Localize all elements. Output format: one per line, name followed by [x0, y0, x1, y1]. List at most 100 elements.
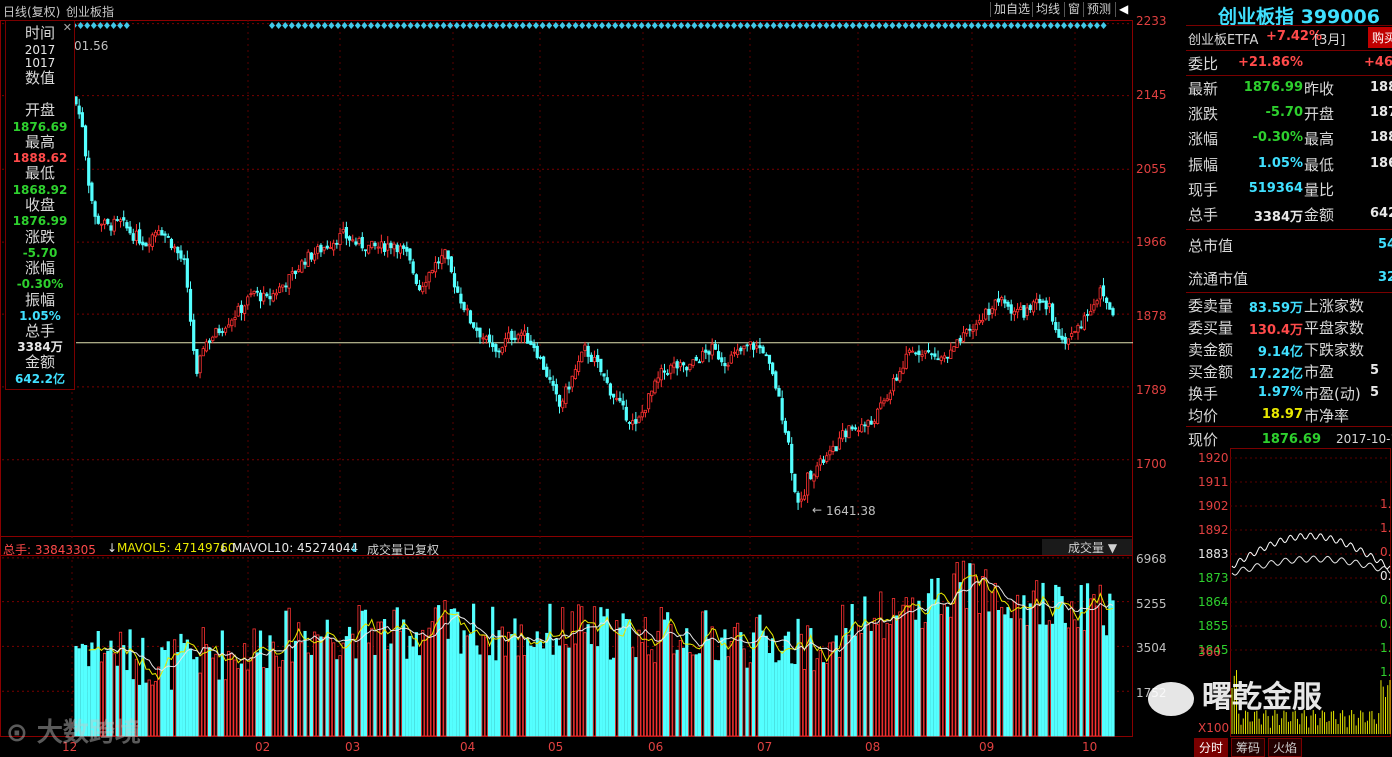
candle-body — [252, 290, 256, 294]
quote-label: 振幅 — [1188, 155, 1219, 174]
ma-button[interactable]: 均线 — [1032, 2, 1063, 17]
add-watchlist-button[interactable]: 加自选 — [990, 2, 1033, 17]
candle-body — [799, 498, 803, 502]
volume-bar — [1050, 623, 1055, 737]
volume-bar — [106, 650, 110, 737]
volume-bar — [430, 621, 434, 737]
vol-note: 成交量已复权 — [367, 543, 440, 557]
tab-chips[interactable]: 筹码 — [1231, 738, 1266, 757]
candle-body — [545, 366, 549, 377]
event-marker — [651, 22, 658, 29]
candle-body — [357, 238, 361, 245]
candle-body — [182, 258, 186, 261]
candle-body — [293, 270, 298, 275]
candle-body — [1054, 322, 1058, 331]
mavol-line — [88, 574, 1114, 681]
window-button[interactable]: 窗 — [1064, 2, 1083, 17]
candle-body — [150, 234, 154, 247]
close-label: 收盘 — [24, 196, 55, 214]
candle-body — [1076, 325, 1080, 333]
intraday-mini-chart[interactable] — [1186, 448, 1392, 738]
volume-bar — [608, 659, 613, 737]
candle-body — [1089, 310, 1093, 316]
indicator-dropdown[interactable]: 成交量 ▼ — [1042, 539, 1132, 555]
volume-bar — [592, 606, 597, 737]
volume-bar — [99, 661, 104, 737]
candle-body — [809, 470, 813, 480]
volume-bar — [567, 647, 571, 737]
volume-bar — [949, 616, 953, 737]
buy-button[interactable]: 购买 — [1368, 27, 1392, 48]
volume-bar — [157, 666, 161, 737]
volume-bar — [586, 624, 590, 737]
quote-value: 186 — [1370, 155, 1392, 171]
candle-body — [672, 362, 676, 368]
candle-body — [1085, 314, 1090, 316]
event-marker — [599, 22, 605, 29]
volume-bar — [115, 665, 119, 737]
volume-bar — [688, 652, 692, 737]
volume-bar — [335, 659, 339, 737]
quote-value: 188 — [1370, 80, 1392, 95]
tab-intraday[interactable]: 分时 — [1194, 738, 1229, 757]
candle-body — [888, 392, 892, 401]
mini-pct-tick: 0.0 — [1380, 569, 1392, 583]
candle-body — [1105, 297, 1109, 304]
candle-body — [716, 351, 721, 360]
candle-body — [141, 241, 145, 246]
quote-label: 均价 — [1188, 407, 1219, 425]
candle-body — [497, 350, 501, 353]
volume-bar — [351, 633, 355, 737]
candle-body — [720, 357, 724, 363]
period-label[interactable]: 日线(复权) — [3, 5, 61, 19]
volume-bar — [344, 636, 348, 737]
candle-body — [955, 339, 959, 348]
event-marker — [830, 22, 836, 29]
event-marker — [513, 22, 520, 29]
candle-body — [771, 362, 775, 375]
candle-body — [837, 437, 842, 450]
volume-bar — [487, 655, 492, 737]
volume-bar — [198, 672, 202, 737]
time-year: 2017 — [24, 43, 56, 57]
volume-bar — [640, 642, 644, 737]
candle-body — [583, 344, 587, 351]
quote-label: 总手 — [1188, 206, 1219, 224]
mini-pct-tick: 1. — [1380, 641, 1392, 655]
candle-body — [516, 334, 520, 340]
event-marker — [731, 22, 737, 29]
volume-bar — [856, 625, 861, 737]
candle-body — [277, 286, 282, 293]
event-marker — [876, 22, 883, 29]
volume-bar — [166, 641, 170, 737]
volume-bar — [398, 630, 403, 737]
volume-bar — [869, 630, 873, 737]
tab-flame[interactable]: 火焰 — [1268, 738, 1303, 757]
candle-body — [430, 269, 434, 274]
volume-bar — [564, 644, 568, 737]
volume-bar — [373, 654, 377, 737]
candle-body — [456, 286, 460, 293]
close-icon[interactable]: ✕ — [62, 21, 72, 34]
candle-body — [872, 421, 877, 424]
event-marker — [500, 22, 506, 29]
candle-body — [844, 430, 848, 438]
kline-chart[interactable] — [0, 0, 1186, 757]
price-value: 1876.69 — [1261, 432, 1321, 447]
mini-y-tick: 1864 — [1198, 595, 1229, 609]
candle-body — [230, 319, 234, 327]
volume-bar — [265, 668, 269, 737]
y-tick: 2055 — [1136, 162, 1167, 176]
candle-body — [1015, 308, 1020, 313]
volume-bar — [545, 632, 549, 737]
candle-body — [1108, 302, 1112, 310]
volume-bar — [465, 635, 469, 737]
volume-bar — [1098, 584, 1102, 737]
volume-bar — [1101, 625, 1106, 737]
collapse-arrow-icon[interactable]: ◀ — [1115, 2, 1131, 17]
etf-name[interactable]: 创业板ETFA — [1188, 33, 1259, 48]
quote-label: 市净率 — [1304, 407, 1350, 425]
forecast-button[interactable]: 预测 — [1083, 2, 1114, 17]
event-marker — [929, 22, 935, 29]
candle-body — [653, 380, 657, 394]
